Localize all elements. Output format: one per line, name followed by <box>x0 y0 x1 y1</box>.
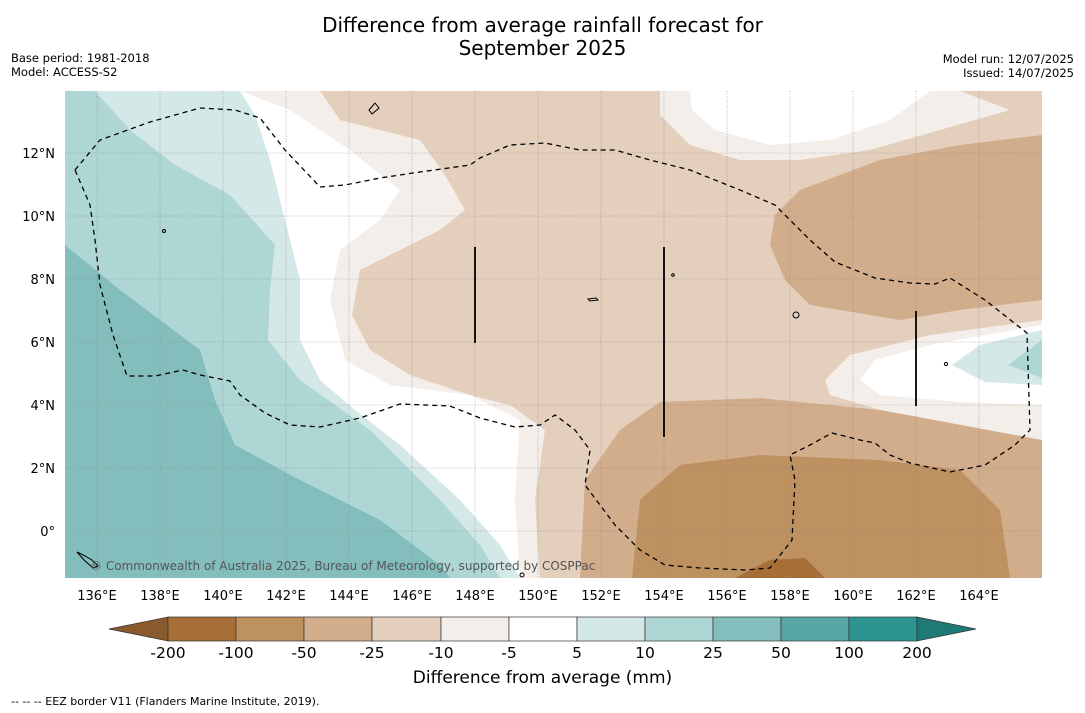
colorbar-tick: 5 <box>572 644 582 662</box>
lon-label-142e: 142°E <box>266 589 306 604</box>
lon-label-136e: 136°E <box>77 589 117 604</box>
colorbar-tick: -100 <box>218 644 253 662</box>
eez-border <box>74 107 1031 571</box>
model-info: Base period: 1981-2018 Model: ACCESS-S2 <box>11 51 150 79</box>
colorbar-title: Difference from average (mm) <box>412 668 673 688</box>
title-line-2: September 2025 <box>458 36 627 60</box>
colorbar-high-arrow <box>916 616 977 642</box>
rainfall-anomaly-field <box>65 91 1042 578</box>
issued-date: Issued: 14/07/2025 <box>963 66 1074 80</box>
lat-label-10n: 10°N <box>22 210 55 225</box>
lat-label-2n: 2°N <box>31 462 56 477</box>
colorbar-tick: -5 <box>501 644 516 662</box>
colorbar-tick: 200 <box>902 644 932 662</box>
colorbar-tick-labels: -200 -100 -50 -25 -10 -5 5 10 25 50 100 … <box>150 644 931 662</box>
lon-label-138e: 138°E <box>140 589 180 604</box>
lon-label-156e: 156°E <box>707 589 747 604</box>
colorbar-tick: -25 <box>359 644 384 662</box>
lat-label-8n: 8°N <box>31 273 56 288</box>
model-name: Model: ACCESS-S2 <box>11 65 118 79</box>
colorbar-cell <box>235 616 305 642</box>
lon-label-158e: 158°E <box>770 589 810 604</box>
colorbar-cell <box>371 616 442 642</box>
lon-label-154e: 154°E <box>644 589 684 604</box>
maritime-boundaries <box>474 247 917 437</box>
colorbar-cell <box>440 616 510 642</box>
lat-label-6n: 6°N <box>31 336 56 351</box>
colorbar-cell <box>644 616 714 642</box>
latitude-labels: 12°N 10°N 8°N 6°N 4°N 2°N 0° <box>22 147 55 540</box>
colorbar-cell <box>508 616 578 642</box>
colorbar-cell <box>167 616 237 642</box>
base-period: Base period: 1981-2018 <box>11 51 150 65</box>
title-line-1: Difference from average rainfall forecas… <box>322 13 763 37</box>
lat-label-12n: 12°N <box>22 147 55 162</box>
colorbar <box>108 616 977 642</box>
lon-label-162e: 162°E <box>896 589 936 604</box>
colorbar-tick: 25 <box>703 644 723 662</box>
lon-label-146e: 146°E <box>392 589 432 604</box>
colorbar-low-arrow <box>108 616 169 642</box>
colorbar-cell <box>712 616 782 642</box>
lat-label-0: 0° <box>40 525 55 540</box>
eez-footnote: -- -- -- EEZ border V11 (Flanders Marine… <box>11 695 320 708</box>
colorbar-tick: -10 <box>428 644 453 662</box>
colorbar-tick: -200 <box>150 644 185 662</box>
lon-label-152e: 152°E <box>581 589 621 604</box>
lon-label-150e: 150°E <box>518 589 558 604</box>
colorbar-tick: 100 <box>834 644 864 662</box>
map-title: Difference from average rainfall forecas… <box>0 14 1085 60</box>
lon-label-160e: 160°E <box>833 589 873 604</box>
run-info: Model run: 12/07/2025 Issued: 14/07/2025 <box>943 52 1074 80</box>
colorbar-cell <box>576 616 646 642</box>
colorbar-cell <box>780 616 850 642</box>
copyright-notice: © Commonwealth of Australia 2025, Bureau… <box>90 559 595 573</box>
colorbar-cell <box>303 616 373 642</box>
longitude-labels: 136°E 138°E 140°E 142°E 144°E 146°E 148°… <box>77 589 999 604</box>
colorbar-tick: 50 <box>771 644 791 662</box>
colorbar-tick: 10 <box>635 644 655 662</box>
lon-label-148e: 148°E <box>455 589 495 604</box>
islands <box>76 102 949 578</box>
lon-label-164e: 164°E <box>959 589 999 604</box>
colorbar-cell <box>848 616 918 642</box>
lat-label-4n: 4°N <box>31 399 56 414</box>
colorbar-tick: -50 <box>291 644 316 662</box>
lon-label-140e: 140°E <box>203 589 243 604</box>
model-run-date: Model run: 12/07/2025 <box>942 52 1074 66</box>
lon-label-144e: 144°E <box>329 589 369 604</box>
